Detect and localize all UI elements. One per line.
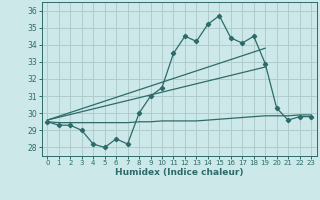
X-axis label: Humidex (Indice chaleur): Humidex (Indice chaleur) <box>115 168 244 177</box>
